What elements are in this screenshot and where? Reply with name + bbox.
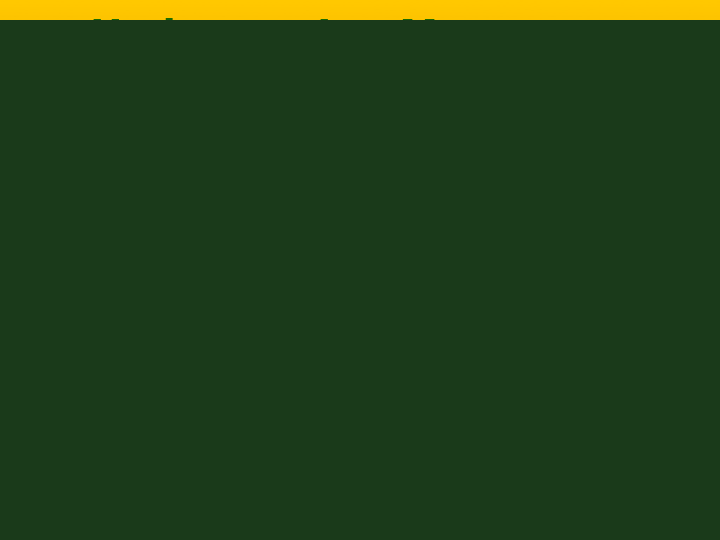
Text: ATP: ATP bbox=[502, 350, 520, 360]
Circle shape bbox=[505, 453, 510, 457]
Text: This gradient, the difference in both charge and: This gradient, the difference in both ch… bbox=[50, 173, 550, 193]
Circle shape bbox=[376, 453, 380, 457]
Ellipse shape bbox=[155, 333, 625, 497]
Polygon shape bbox=[497, 341, 525, 369]
Text: •H⁺: •H⁺ bbox=[316, 410, 330, 420]
FancyBboxPatch shape bbox=[212, 369, 240, 443]
Circle shape bbox=[598, 437, 603, 442]
Circle shape bbox=[346, 461, 351, 465]
Polygon shape bbox=[0, 125, 720, 175]
FancyBboxPatch shape bbox=[449, 424, 492, 512]
Text: Photosystem II: Photosystem II bbox=[80, 435, 146, 444]
Text: H⁺: H⁺ bbox=[199, 361, 211, 369]
Text: Thylakoid
membrane: Thylakoid membrane bbox=[238, 325, 287, 345]
Text: Reactions: Reactions bbox=[480, 295, 518, 305]
Text: ∞: ∞ bbox=[28, 173, 51, 201]
Text: •H⁺: •H⁺ bbox=[371, 388, 385, 396]
Text: ATP synthase: ATP synthase bbox=[480, 435, 540, 444]
Text: H⁺ ion concentration across the membrane,: H⁺ ion concentration across the membrane… bbox=[65, 201, 523, 221]
Text: ADP: ADP bbox=[490, 384, 508, 394]
Text: and  ATP Formation: and ATP Formation bbox=[146, 78, 574, 116]
Text: To Light-Independent: To Light-Independent bbox=[475, 288, 556, 298]
Circle shape bbox=[366, 450, 371, 456]
Text: NADPH: NADPH bbox=[436, 293, 469, 302]
Text: •H⁺: •H⁺ bbox=[327, 366, 343, 375]
Circle shape bbox=[498, 449, 503, 455]
Text: 4e⁻: 4e⁻ bbox=[153, 468, 168, 476]
FancyBboxPatch shape bbox=[433, 289, 472, 306]
Circle shape bbox=[384, 456, 389, 461]
Circle shape bbox=[438, 448, 443, 453]
Text: H⁺: H⁺ bbox=[216, 361, 228, 369]
Text: •H⁺: •H⁺ bbox=[389, 393, 403, 402]
Circle shape bbox=[477, 456, 482, 461]
FancyBboxPatch shape bbox=[239, 369, 267, 443]
Circle shape bbox=[405, 450, 410, 456]
Text: 2H⁺+ 2: 2H⁺+ 2 bbox=[305, 294, 338, 302]
Ellipse shape bbox=[441, 407, 499, 437]
Text: +4e⁻ → 2·: +4e⁻ → 2· bbox=[389, 294, 434, 302]
Text: ↗H⁺: ↗H⁺ bbox=[167, 481, 185, 489]
Circle shape bbox=[338, 457, 343, 462]
Circle shape bbox=[418, 453, 423, 457]
Circle shape bbox=[497, 341, 525, 369]
Text: •H⁺: •H⁺ bbox=[310, 361, 326, 369]
Text: Electron
carriers: Electron carriers bbox=[189, 370, 227, 390]
Text: ↓H⁺: ↓H⁺ bbox=[159, 492, 177, 502]
Circle shape bbox=[397, 448, 402, 453]
Text: Light: Light bbox=[162, 278, 188, 288]
Text: 2 H₂O  4H⁺  O₂: 2 H₂O 4H⁺ O₂ bbox=[112, 492, 184, 502]
Ellipse shape bbox=[173, 344, 608, 486]
Text: Light: Light bbox=[312, 276, 338, 286]
Circle shape bbox=[488, 378, 510, 400]
Text: H⁺•: H⁺• bbox=[481, 340, 499, 350]
Text: Photosystem I: Photosystem I bbox=[286, 343, 350, 353]
FancyBboxPatch shape bbox=[143, 355, 205, 480]
Ellipse shape bbox=[70, 285, 720, 515]
Circle shape bbox=[485, 458, 490, 463]
Circle shape bbox=[457, 453, 462, 457]
Circle shape bbox=[358, 448, 362, 453]
Text: CYTOPLASM: CYTOPLASM bbox=[52, 310, 156, 326]
Circle shape bbox=[426, 456, 431, 461]
Circle shape bbox=[588, 388, 593, 393]
Circle shape bbox=[613, 408, 618, 413]
Text: provides the energy to make ATP.: provides the energy to make ATP. bbox=[65, 229, 414, 249]
Text: •H⁺: •H⁺ bbox=[298, 406, 312, 415]
Text: •H⁺: •H⁺ bbox=[408, 401, 422, 409]
Text: Hydrogen Ion Movement: Hydrogen Ion Movement bbox=[90, 18, 630, 56]
Bar bbox=[98, 467, 198, 505]
Text: H⁺: H⁺ bbox=[163, 361, 174, 369]
Text: •H⁺: •H⁺ bbox=[193, 481, 207, 489]
FancyBboxPatch shape bbox=[351, 289, 387, 306]
Text: NADP⁺: NADP⁺ bbox=[354, 293, 384, 302]
Text: ● ➜●●  +○○: ● ➜●● +○○ bbox=[114, 478, 182, 488]
Text: •H⁺: •H⁺ bbox=[426, 406, 440, 415]
Text: •H⁺: •H⁺ bbox=[208, 485, 222, 495]
Circle shape bbox=[446, 450, 451, 456]
Text: THYLAKOID SPACE: THYLAKOID SPACE bbox=[346, 485, 474, 498]
Bar bbox=[0, 290, 720, 520]
Polygon shape bbox=[0, 146, 720, 180]
Text: H⁺: H⁺ bbox=[145, 361, 156, 369]
Text: ↓H⁺: ↓H⁺ bbox=[179, 497, 197, 507]
Circle shape bbox=[466, 456, 470, 461]
Text: To Light-Independent: To Light-Independent bbox=[535, 315, 616, 325]
Text: STROMA: STROMA bbox=[592, 381, 678, 399]
Circle shape bbox=[557, 456, 562, 461]
FancyBboxPatch shape bbox=[285, 350, 350, 465]
Text: Reactions: Reactions bbox=[540, 322, 577, 332]
